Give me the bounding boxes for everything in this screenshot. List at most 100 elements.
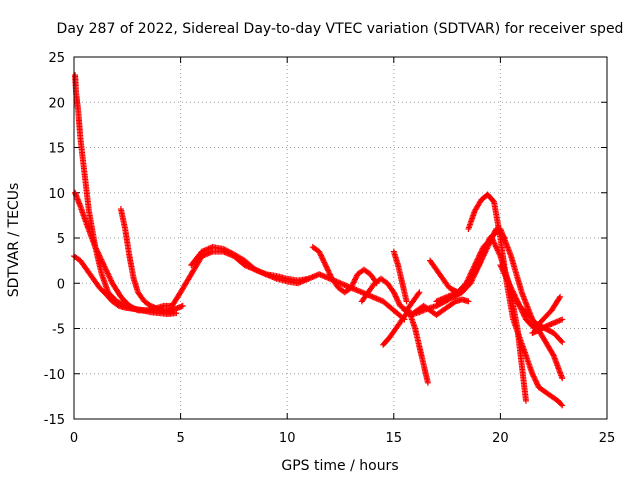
series-track-e: [188, 244, 408, 323]
series-track-q: [358, 275, 423, 314]
data-point: [222, 247, 229, 254]
data-point: [318, 252, 325, 259]
data-point: [352, 275, 359, 282]
data-point: [228, 249, 235, 256]
data-point: [349, 282, 356, 289]
x-tick-label: 20: [492, 431, 509, 446]
data-point: [530, 373, 537, 380]
plot-frame: [73, 56, 608, 420]
data-point: [108, 277, 115, 284]
x-tick-label: 5: [176, 431, 184, 446]
data-point: [506, 281, 513, 288]
data-point: [98, 257, 105, 264]
data-point: [522, 397, 529, 404]
data-point: [106, 274, 113, 281]
x-tick-label: 25: [599, 431, 616, 446]
data-point: [507, 283, 514, 290]
points-layer: [71, 72, 566, 409]
data-point: [324, 266, 331, 273]
data-point: [497, 262, 504, 269]
data-point: [104, 269, 111, 276]
data-point: [351, 277, 358, 284]
x-tick-label: 10: [279, 431, 296, 446]
data-point: [556, 295, 563, 302]
data-point: [104, 270, 111, 277]
data-point: [500, 269, 507, 276]
data-point: [491, 240, 498, 247]
x-axis-label: GPS time / hours: [281, 458, 398, 474]
data-point: [498, 263, 505, 270]
data-point: [321, 259, 328, 266]
data-point: [99, 259, 106, 266]
data-point: [319, 255, 326, 262]
data-point: [558, 401, 565, 408]
y-axis-label: SDTVAR / TECUs: [6, 183, 22, 298]
data-point: [98, 256, 105, 263]
data-point: [353, 273, 360, 280]
data-point: [350, 279, 357, 286]
data-point: [534, 381, 541, 388]
data-point: [505, 278, 512, 285]
data-point: [533, 378, 540, 385]
data-point: [107, 276, 114, 283]
data-point: [392, 293, 399, 300]
data-point: [106, 273, 113, 280]
data-point: [327, 271, 334, 278]
data-point: [493, 244, 500, 251]
series-track-n: [508, 289, 566, 346]
data-point: [492, 241, 499, 248]
data-point: [320, 258, 327, 265]
data-point: [97, 255, 104, 262]
data-point: [503, 274, 510, 281]
data-point: [416, 289, 423, 296]
data-point: [549, 351, 556, 358]
data-point: [531, 376, 538, 383]
data-point: [226, 249, 233, 256]
data-point: [530, 372, 537, 379]
data-point: [323, 264, 330, 271]
data-point: [501, 270, 508, 277]
data-point: [498, 264, 505, 271]
series-track-a: [72, 72, 180, 318]
data-point: [96, 253, 103, 260]
data-point: [322, 262, 329, 269]
y-tick-label: 0: [57, 277, 65, 292]
y-tick-label: -15: [44, 413, 65, 428]
data-point: [503, 276, 510, 283]
data-point: [101, 263, 108, 270]
data-point: [317, 251, 324, 258]
data-point: [559, 402, 566, 409]
data-point: [105, 271, 112, 278]
data-point: [533, 380, 540, 387]
data-point: [96, 252, 103, 259]
y-tick-label: 20: [48, 96, 65, 111]
x-tick-label: 0: [70, 431, 78, 446]
y-tick-label: 5: [57, 232, 65, 247]
data-point: [316, 249, 323, 256]
data-point: [323, 263, 330, 270]
data-point: [102, 266, 109, 273]
data-point: [490, 197, 497, 204]
data-point: [92, 245, 99, 252]
data-point: [529, 370, 536, 377]
data-point: [103, 267, 110, 274]
data-point: [475, 263, 482, 270]
series-track-d: [117, 206, 186, 314]
data-point: [393, 294, 400, 301]
y-tick-label: -5: [52, 323, 65, 338]
data-point: [394, 297, 401, 304]
data-point: [95, 251, 102, 258]
data-point: [316, 248, 323, 255]
chart-title: Day 287 of 2022, Sidereal Day-to-day VTE…: [57, 21, 624, 37]
data-point: [221, 246, 228, 253]
data-point: [558, 337, 565, 344]
data-point: [220, 245, 227, 252]
data-point: [395, 298, 402, 305]
data-point: [224, 247, 231, 254]
data-point: [94, 248, 101, 255]
data-point: [100, 262, 107, 269]
data-point: [559, 339, 566, 346]
data-point: [327, 273, 334, 280]
y-tick-label: 15: [48, 142, 65, 157]
